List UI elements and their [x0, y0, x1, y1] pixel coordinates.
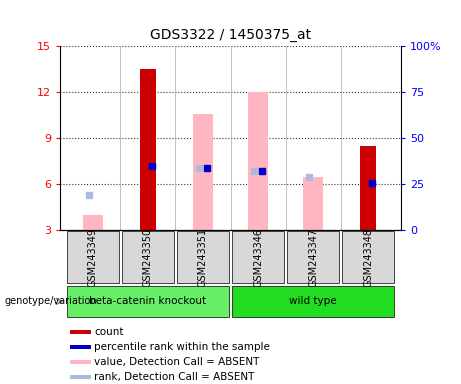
Bar — [303, 177, 323, 230]
Bar — [66, 232, 119, 283]
Bar — [360, 146, 376, 230]
Bar — [177, 232, 230, 283]
Text: GSM243346: GSM243346 — [253, 228, 263, 287]
Bar — [231, 232, 284, 283]
Bar — [70, 375, 91, 379]
Bar — [70, 330, 91, 334]
Bar — [231, 286, 395, 317]
Text: GSM243348: GSM243348 — [363, 228, 373, 287]
Text: GSM243351: GSM243351 — [198, 228, 208, 287]
Text: count: count — [94, 327, 124, 337]
Bar — [287, 232, 339, 283]
Text: genotype/variation: genotype/variation — [5, 296, 97, 306]
Text: GSM243350: GSM243350 — [143, 228, 153, 287]
Text: wild type: wild type — [289, 296, 337, 306]
Bar — [66, 286, 230, 317]
Title: GDS3322 / 1450375_at: GDS3322 / 1450375_at — [150, 28, 311, 42]
Bar — [193, 114, 213, 230]
Text: beta-catenin knockout: beta-catenin knockout — [89, 296, 207, 306]
Bar — [248, 92, 268, 230]
Text: rank, Detection Call = ABSENT: rank, Detection Call = ABSENT — [94, 372, 254, 382]
Bar — [70, 345, 91, 349]
Text: percentile rank within the sample: percentile rank within the sample — [94, 342, 270, 352]
Bar — [122, 232, 174, 283]
Bar — [70, 360, 91, 364]
Text: GSM243347: GSM243347 — [308, 228, 318, 287]
Text: value, Detection Call = ABSENT: value, Detection Call = ABSENT — [94, 357, 260, 367]
Bar — [140, 69, 156, 230]
Text: GSM243349: GSM243349 — [88, 228, 98, 287]
Bar — [342, 232, 395, 283]
Bar — [83, 215, 103, 230]
